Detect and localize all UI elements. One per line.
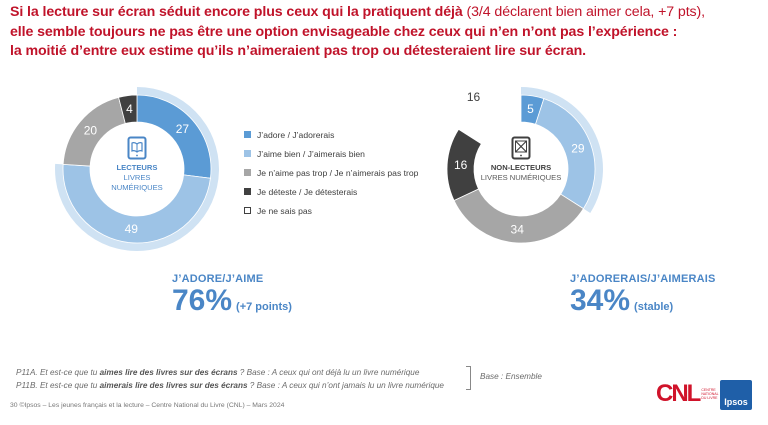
question-notes: P11A. Et est-ce que tu aimes lire des li… [16,366,444,392]
donut-label-line1: NON-LECTEURS [490,163,552,172]
ipsos-logo: Ipsos [720,380,752,410]
donut-label-line2: LIVRES NUMÉRIQUES [480,173,562,182]
legend-swatch [244,169,251,176]
donut-label-line2: LIVRES NUMÉRIQUES [111,173,163,192]
slice-value-label: 5 [527,102,534,116]
legend-swatch [244,188,251,195]
base-note: Base : Ensemble [480,372,542,381]
donut-slice [62,163,211,244]
kpi-label: J’ADORERAIS/J’AIMERAIS [570,273,716,285]
legend-item-aime: J’aime bien / J’aimerais bien [244,144,418,163]
slice-value-label: 27 [176,122,190,136]
slice-value-label: 29 [571,142,585,156]
title-bold: Si la lecture sur écran séduit encore pl… [10,4,463,20]
kpi-value: 76% [172,284,233,317]
legend-item-aime-pas: Je n’aime pas trop / Je n’aimerais pas t… [244,163,418,182]
title-light: (3/4 déclarent bien aimer cela, +7 pts), [462,4,706,20]
donut-label-line1: LECTEURS [116,163,158,172]
slide-title: Si la lecture sur écran séduit encore pl… [10,3,760,62]
donut-slice [458,95,521,144]
donut-slice [453,188,585,244]
title-line3: la moitié d’entre eux estime qu’ils n’ai… [10,43,587,59]
slice-value-label: 20 [84,123,98,137]
slice-value-label: 49 [125,222,139,236]
note-p11a: P11A. Et est-ce que tu aimes lire des li… [16,368,420,377]
donut-chart-non-lecteurs: 5 29 34 16 16 NON-LECTEURS LIVRES NUMÉRIQUES [436,84,606,254]
kpi-non-lecteurs: J’ADORERAIS/J’AIMERAIS 34% (stable) [570,273,716,317]
tablet-book-icon [127,136,147,160]
note-p11b: P11B. Et est-ce que tu aimerais lire des… [16,381,444,390]
chart-legend: J’adore / J’adorerais J’aime bien / J’ai… [244,125,418,220]
kpi-lecteurs: J’ADORE/J’AIME 76% (+7 points) [172,273,292,317]
legend-item-ne-sais-pas: Je ne sais pas [244,201,418,220]
donut-slice [446,128,482,202]
footer-source: 30 ©Ipsos – Les jeunes français et la le… [10,402,285,409]
highlight-ring [521,87,603,213]
kpi-note: (+7 points) [236,301,292,313]
legend-swatch [244,131,251,138]
legend-item-adore: J’adore / J’adorerais [244,125,418,144]
donut-chart-lecteurs: 27 49 20 4 LECTEURS LIVRES NUMÉRIQUES [52,84,222,254]
kpi-label: J’ADORE/J’AIME [172,273,264,285]
legend-swatch [244,150,251,157]
legend-item-deteste: Je déteste / Je détesterais [244,182,418,201]
title-line2: elle semble toujours ne pas être une opt… [10,23,678,40]
cnl-logo: CNL CENTRE NATIONAL DU LIVRE [656,380,719,407]
donut-center-label: LECTEURS LIVRES NUMÉRIQUES [97,136,177,193]
slice-value-label: 16 [467,90,481,104]
slice-value-label: 4 [126,102,133,116]
slice-value-label: 34 [511,222,525,236]
bracket-divider [466,366,471,390]
kpi-value: 34% [570,284,631,317]
kpi-note: (stable) [634,301,674,313]
donut-slice [118,94,138,124]
slice-value-label: 16 [454,158,468,172]
legend-swatch [244,207,251,214]
tablet-crossed-icon [511,136,531,160]
donut-center-label: NON-LECTEURS LIVRES NUMÉRIQUES [476,136,566,183]
